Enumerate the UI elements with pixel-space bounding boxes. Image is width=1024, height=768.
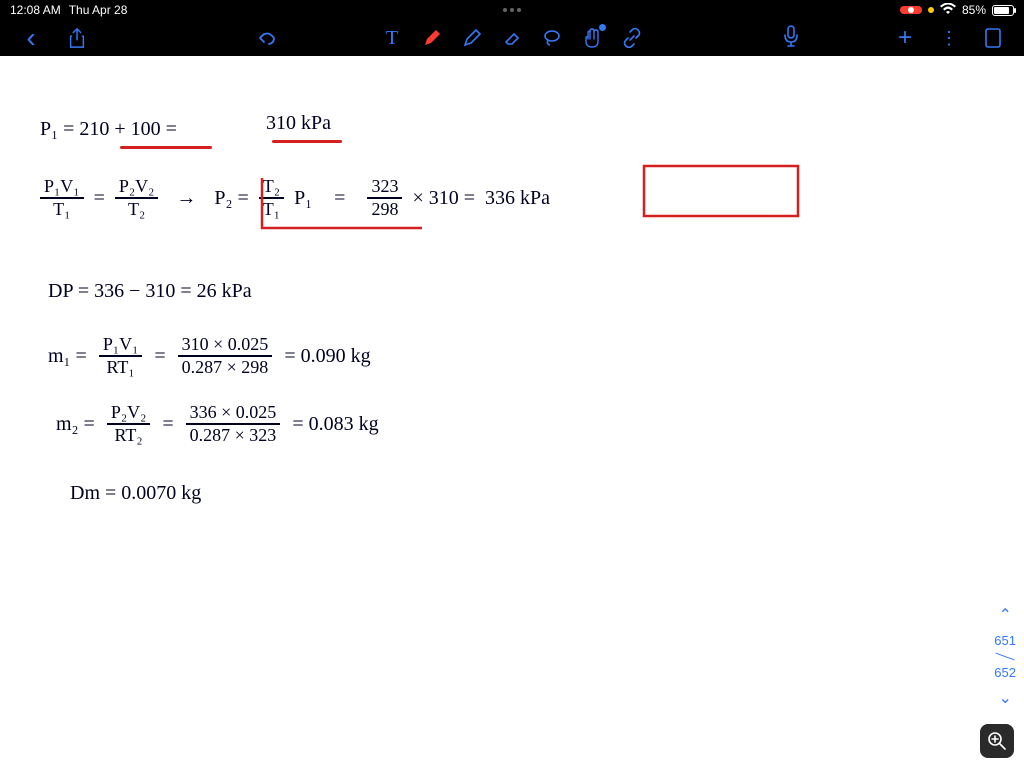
page-down-button[interactable]: ⌄ xyxy=(998,688,1011,708)
battery-percent: 85% xyxy=(962,3,986,17)
eq-m1: m₁ = P₁V₁RT₁ = 310 × 0.0250.287 × 298 = … xyxy=(48,334,371,378)
highlighter-tool-button[interactable] xyxy=(461,27,483,49)
more-button[interactable]: ⋮ xyxy=(938,27,960,49)
status-bar: 12:08 AM Thu Apr 28 85% xyxy=(0,0,1024,20)
eq-dp: DP = 336 − 310 = 26 kPa xyxy=(48,280,252,303)
active-indicator-dot xyxy=(599,24,606,31)
status-time: 12:08 AM xyxy=(10,3,61,17)
page-current: 651 xyxy=(994,633,1016,648)
red-box-result xyxy=(642,164,802,220)
eq-p1: P₁ = 210 + 100 = xyxy=(40,118,177,141)
page-view-button[interactable] xyxy=(982,27,1004,49)
battery-icon xyxy=(992,5,1014,16)
undo-button[interactable] xyxy=(256,27,278,49)
note-canvas[interactable]: P₁ = 210 + 100 = 310 kPa P₁V₁T₁ = P₂V₂T₂… xyxy=(0,56,1024,768)
app-toolbar: ‹ T + xyxy=(0,20,1024,56)
back-button[interactable]: ‹ xyxy=(20,27,42,49)
page-up-button[interactable]: ⌃ xyxy=(998,605,1011,625)
hand-tool-button[interactable] xyxy=(581,27,603,49)
page-total: 652 xyxy=(994,665,1016,680)
add-button[interactable]: + xyxy=(894,27,916,49)
eq-p1-result: 310 kPa xyxy=(266,112,331,135)
eq-m2: m₂ = P₂V₂RT₂ = 336 × 0.0250.287 × 323 = … xyxy=(56,402,379,446)
pen-tool-button[interactable] xyxy=(421,27,443,49)
eq-dm: Dm = 0.0070 kg xyxy=(70,482,201,505)
text-tool-button[interactable]: T xyxy=(381,27,403,49)
recording-indicator[interactable] xyxy=(900,6,922,14)
location-dot-icon xyxy=(928,7,934,13)
share-button[interactable] xyxy=(66,27,88,49)
status-date: Thu Apr 28 xyxy=(69,3,128,17)
eraser-tool-button[interactable] xyxy=(501,27,523,49)
page-slash xyxy=(996,653,1015,661)
camera-indicator xyxy=(503,8,521,12)
battery-fill xyxy=(994,7,1009,14)
red-bracket-p2formula xyxy=(258,174,428,234)
page-navigator: ⌃ 651 652 ⌄ xyxy=(994,605,1016,708)
wifi-icon xyxy=(940,3,956,18)
mic-button[interactable] xyxy=(780,25,802,47)
lasso-tool-button[interactable] xyxy=(541,27,563,49)
red-underline-1 xyxy=(120,146,212,149)
red-underline-2 xyxy=(272,140,342,143)
link-tool-button[interactable] xyxy=(621,27,643,49)
zoom-button[interactable] xyxy=(980,724,1014,758)
